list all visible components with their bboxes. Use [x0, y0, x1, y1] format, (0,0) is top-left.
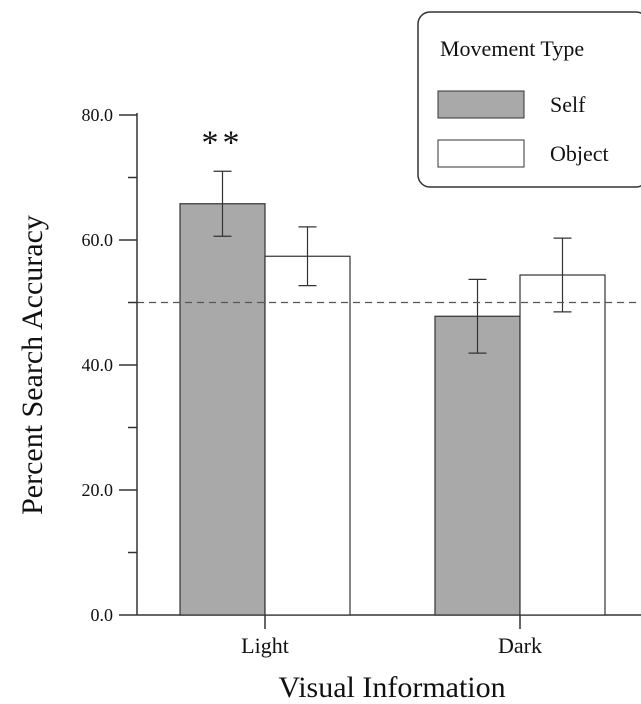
- y-tick-label: 60.0: [82, 230, 114, 250]
- x-tick-label-dark: Dark: [498, 633, 542, 658]
- legend-title: Movement Type: [440, 36, 584, 61]
- bar-object-dark: [519, 274, 606, 616]
- significance-annotation: **: [202, 124, 244, 161]
- y-axis: 0.0 20.0 40.0 60.0 80.0: [82, 105, 138, 625]
- legend-swatch-self: [437, 90, 525, 119]
- x-axis-title: Visual Information: [278, 671, 505, 704]
- plot-area: Light Dark **: [137, 124, 641, 658]
- bar-self-dark: [434, 315, 521, 616]
- legend-label-object: Object: [550, 141, 609, 166]
- x-tick-label-light: Light: [241, 633, 289, 658]
- bar-object-light: [264, 255, 351, 616]
- legend: Movement Type Self Object: [417, 11, 641, 188]
- y-tick-label: 20.0: [82, 480, 114, 500]
- y-tick-label: 0.0: [91, 605, 114, 625]
- legend-swatch-object: [437, 139, 525, 168]
- y-axis-title: Percent Search Accuracy: [16, 215, 49, 515]
- legend-label-self: Self: [550, 92, 586, 117]
- y-tick-label: 40.0: [82, 355, 114, 375]
- bar-self-light: [179, 203, 266, 616]
- y-tick-label: 80.0: [82, 105, 114, 125]
